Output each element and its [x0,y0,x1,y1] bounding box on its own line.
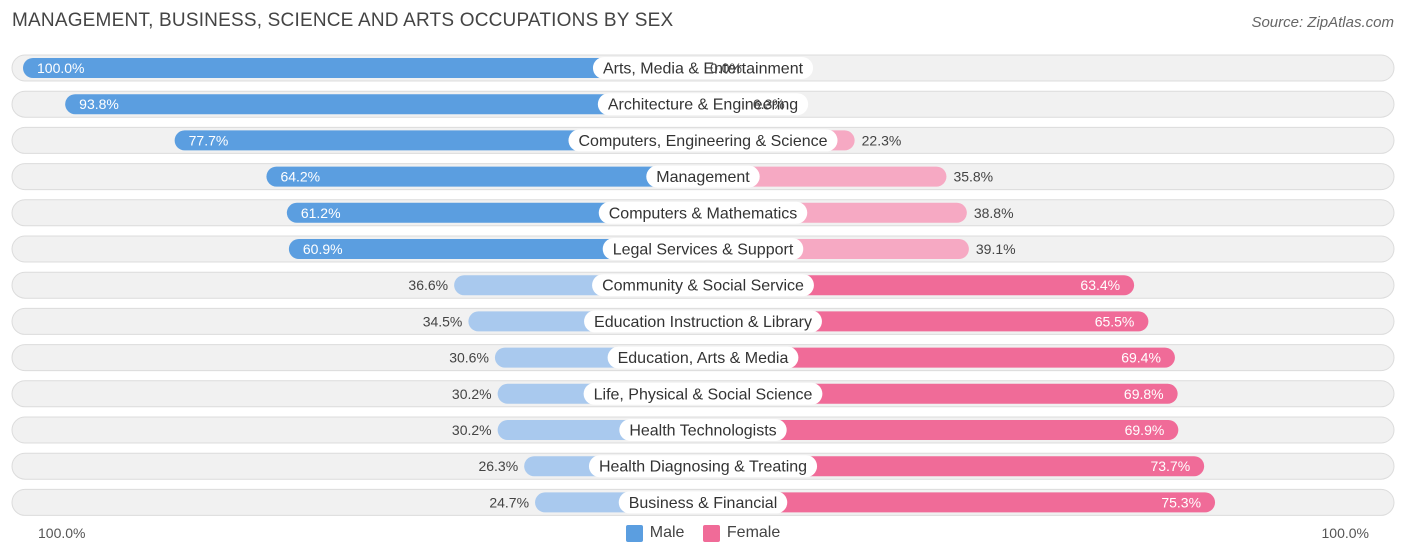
bar-male-legal-services-support [288,239,703,259]
bar-male-arts-media-entertainment [23,58,703,78]
bar-female-education-arts-media [703,347,1175,368]
category-pill-health-diagnosing-treating [588,455,818,478]
category-label-arts-media-entertainment: Arts, Media & Entertainment [603,61,804,78]
legend-label-female: Female [726,524,781,541]
value-label-female-legal-services-support: 39.1% [976,241,1016,257]
value-label-male-education-instruction-library: 34.5% [423,313,463,329]
value-label-male-computers-engineering-science: 77.7% [189,132,229,148]
category-label-legal-services-support: Legal Services & Support [613,242,794,259]
value-label-female-architecture-engineering: 6.3% [753,96,785,112]
value-label-male-education-arts-media: 30.6% [449,350,489,366]
legend-item-male: Male [625,524,685,542]
value-label-female-education-instruction-library: 65.5% [1095,313,1135,329]
category-label-community-social-service: Community & Social Service [602,278,804,295]
value-label-male-business-financial: 24.7% [489,494,529,510]
category-label-architecture-engineering: Architecture & Engineering [608,97,798,114]
value-label-male-arts-media-entertainment: 100.0% [37,60,84,76]
value-label-female-education-arts-media: 69.4% [1121,350,1161,366]
value-label-female-health-diagnosing-treating: 73.7% [1150,458,1190,474]
chart-plot: Arts, Media & Entertainment 100.0% 0.0% Arc… [11,54,1395,516]
category-pill-health-technologists [619,419,787,441]
category-pill-arts-media-entertainment [592,57,814,79]
value-label-female-health-technologists: 69.9% [1125,422,1165,438]
category-label-life-physical-social-science: Life, Physical & Social Science [594,386,813,403]
bar-female-life-physical-social-science [703,383,1178,404]
axis-left-label: 100.0% [38,525,86,541]
category-pill-management [646,165,760,188]
chart-source: Source: ZipAtlas.com [1251,14,1394,31]
value-label-male-management: 64.2% [280,169,320,185]
value-label-female-computers-engineering-science: 22.3% [862,132,902,148]
bar-male-management [266,166,703,187]
bar-male-architecture-engineering [65,94,703,115]
legend: Male Female [0,524,1406,547]
category-label-management: Management [656,169,750,186]
category-pill-life-physical-social-science [583,382,823,405]
legend-item-female: Female [702,524,781,542]
value-label-male-architecture-engineering: 93.8% [79,96,119,112]
bar-female-health-diagnosing-treating [703,456,1205,477]
bar-female-health-technologists [703,420,1179,440]
category-label-education-arts-media: Education, Arts & Media [618,350,789,367]
category-pill-computers-engineering-science [568,129,838,152]
value-label-male-computers-mathematics: 61.2% [301,205,341,221]
value-label-male-health-technologists: 30.2% [452,422,492,438]
category-pill-legal-services-support [602,238,804,260]
value-label-male-legal-services-support: 60.9% [303,241,343,257]
legend-swatch-male [625,524,643,542]
value-label-female-community-social-service: 63.4% [1080,277,1120,293]
category-label-computers-mathematics: Computers & Mathematics [609,205,798,222]
value-label-female-arts-media-entertainment: 0.0% [710,60,742,76]
category-label-health-technologists: Health Technologists [629,423,776,440]
category-pill-education-arts-media [607,346,799,369]
category-label-computers-engineering-science: Computers, Engineering & Science [578,133,827,150]
category-pill-architecture-engineering [597,93,809,116]
bar-female-business-financial [703,492,1216,513]
value-label-male-community-social-service: 36.6% [408,277,448,293]
category-pill-education-instruction-library [584,310,822,333]
axis-right-label: 100.0% [1321,525,1369,541]
bar-female-management [703,166,947,187]
value-label-female-computers-mathematics: 38.8% [974,205,1014,221]
legend-swatch-female [702,524,720,542]
category-pill-business-financial [618,491,788,514]
value-label-female-life-physical-social-science: 69.8% [1124,386,1164,402]
bar-male-computers-mathematics [286,202,703,223]
category-pill-computers-mathematics [598,201,808,224]
category-label-business-financial: Business & Financial [629,495,778,512]
value-label-male-health-diagnosing-treating: 26.3% [478,458,518,474]
legend-label-male: Male [649,524,685,541]
value-label-female-business-financial: 75.3% [1161,494,1201,510]
value-label-male-life-physical-social-science: 30.2% [452,386,492,402]
category-pill-community-social-service [592,274,814,297]
chart-title: MANAGEMENT, BUSINESS, SCIENCE AND ARTS O… [12,10,674,31]
category-label-education-instruction-library: Education Instruction & Library [594,314,812,331]
value-label-female-management: 35.8% [953,169,993,185]
category-label-health-diagnosing-treating: Health Diagnosing & Treating [599,459,807,476]
